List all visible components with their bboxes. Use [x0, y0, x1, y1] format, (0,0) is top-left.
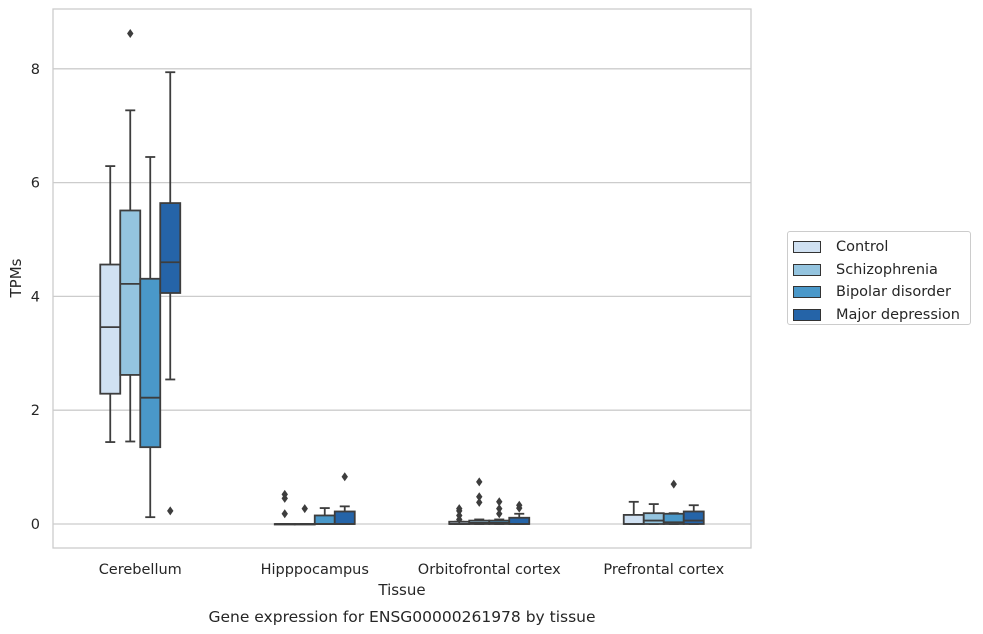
box-body — [313, 514, 336, 525]
legend-label: Control — [836, 239, 889, 256]
legend-swatch — [793, 308, 821, 321]
x-tick-label: Prefrontal cortex — [603, 562, 724, 578]
box-major-depression — [508, 500, 531, 525]
legend-swatch — [793, 263, 821, 276]
box-control — [448, 504, 471, 525]
plot-frame — [52, 8, 752, 549]
outlier-point — [281, 489, 288, 499]
legend: Control Schizophrenia Bipolar disorder Majo… — [787, 231, 971, 325]
outlier-point — [456, 510, 463, 520]
box-major-depression — [159, 71, 182, 516]
box-body — [508, 516, 531, 525]
legend-label: Bipolar disorder — [836, 284, 951, 301]
outlier-point — [476, 497, 483, 507]
box-body — [99, 263, 122, 395]
box-body — [642, 512, 665, 525]
x-tick-label: Hipppocampus — [261, 562, 369, 578]
box-bipolar-disorder — [139, 156, 162, 519]
outlier-point — [476, 492, 483, 502]
outlier-point — [281, 509, 288, 519]
legend-item: Bipolar disorder — [793, 281, 970, 304]
outlier-point — [496, 509, 503, 519]
y-axis-label: TPMs — [7, 258, 25, 298]
x-tick-label: Cerebellum — [99, 562, 182, 578]
box-body — [622, 513, 645, 525]
box-control — [273, 489, 296, 526]
box-control — [99, 165, 122, 443]
box-body — [333, 510, 356, 525]
y-tick-label: 6 — [31, 176, 40, 192]
outlier-point — [456, 504, 463, 514]
legend-item: Schizophrenia — [793, 259, 970, 282]
legend-swatch — [793, 241, 821, 254]
legend-label: Major depression — [836, 306, 960, 323]
y-tick-labels: 0 2 4 6 8 — [31, 62, 40, 533]
x-axis-label: Tissue — [377, 581, 425, 599]
x-tick-label: Orbitofrontal cortex — [418, 562, 561, 578]
y-tick-label: 8 — [31, 62, 40, 78]
outlier-point — [476, 477, 483, 487]
boxes-layer — [99, 29, 705, 526]
box-schizophrenia — [468, 477, 491, 525]
x-tick-labels: Cerebellum Hipppocampus Orbitofrontal cort… — [99, 562, 725, 578]
box-major-depression — [333, 472, 356, 525]
outlier-point — [670, 479, 677, 489]
outlier-point — [127, 29, 134, 39]
chart-caption: Gene expression for ENSG00000261978 by t… — [208, 608, 595, 626]
legend-label: Schizophrenia — [836, 261, 938, 278]
legend-swatch — [793, 286, 821, 299]
outlier-point — [341, 472, 348, 482]
y-tick-label: 4 — [31, 289, 40, 305]
outlier-point — [301, 504, 308, 514]
legend-item: Major depression — [793, 304, 970, 327]
outlier-point — [516, 500, 523, 510]
box-body — [139, 277, 162, 449]
y-tick-label: 2 — [31, 403, 40, 419]
outlier-point — [496, 504, 503, 514]
box-major-depression — [682, 504, 705, 525]
box-body — [159, 202, 182, 294]
outlier-point — [496, 497, 503, 507]
y-tick-label: 0 — [31, 517, 40, 533]
legend-item: Control — [793, 236, 970, 259]
box-body — [682, 510, 705, 525]
box-bipolar-disorder — [488, 497, 511, 525]
outlier-point — [167, 506, 174, 516]
box-body — [119, 209, 142, 376]
